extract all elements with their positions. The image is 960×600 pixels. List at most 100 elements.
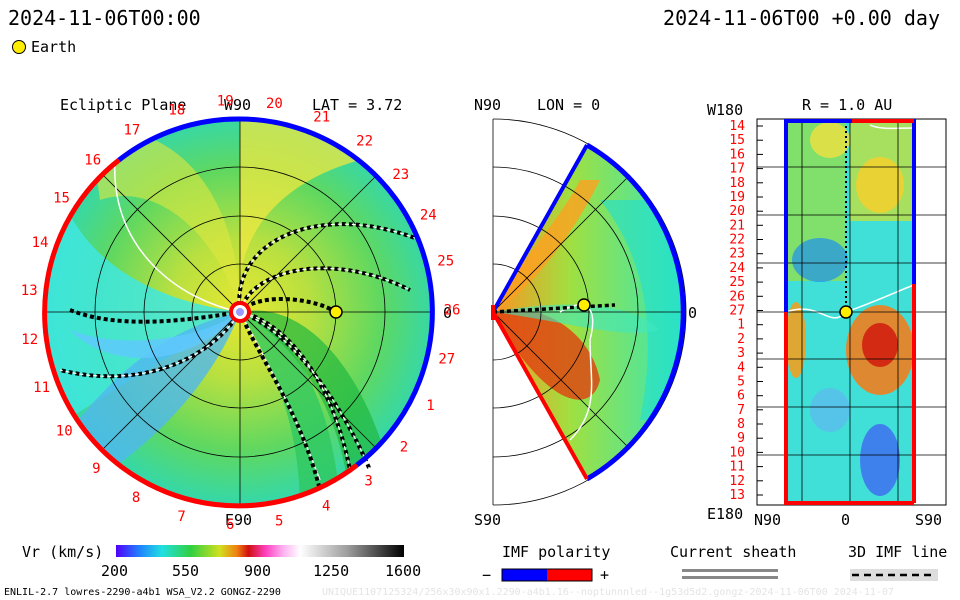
latlon-plot: 1415161718192021222324252627123456789101… (729, 118, 947, 506)
latlon-bottom-left-label: E180 (707, 505, 744, 523)
rotation-label: 15 (729, 133, 745, 148)
sector-label: 3 (364, 474, 372, 490)
sector-label: 21 (313, 109, 330, 125)
rotation-label: 4 (737, 360, 745, 375)
colorbar-tick-200: 200 (101, 562, 129, 580)
rotation-label: 6 (737, 389, 745, 404)
latlon-x-label-s90: S90 (915, 511, 943, 529)
footer-run-id: UNIQUE1107125324/256x30x90x1.2290-a4b1.1… (322, 587, 894, 598)
colorbar-tick-1600: 1600 (385, 562, 422, 580)
meridional-plot (491, 118, 687, 506)
rotation-label: 9 (737, 431, 745, 446)
rotation-label: 11 (729, 460, 745, 475)
latlon-x-label-n90: N90 (754, 511, 782, 529)
sector-label: 26 (444, 303, 461, 319)
ecliptic-sector-labels: 19 20212223242526271234567891011121314151… (21, 94, 461, 533)
rotation-label: 2 (737, 332, 745, 347)
rotation-label: 20 (729, 204, 745, 219)
sector-label: 22 (356, 134, 373, 150)
sector-label: 25 (437, 254, 454, 270)
ecliptic-bottom-label: E90 (225, 511, 253, 529)
ecliptic-imf-positive-arc (42, 158, 359, 509)
sector-label: 19 (217, 94, 234, 110)
rotation-label: 5 (737, 375, 745, 390)
meridional-lon-label: LON = 0 (537, 96, 601, 114)
rotation-label: 7 (737, 403, 745, 418)
earth-marker-meridional (577, 298, 591, 312)
earth-marker-ecliptic (329, 305, 343, 319)
imf-minus-label: − (482, 566, 492, 584)
sector-label: 16 (84, 153, 101, 169)
display-time: 2024-11-06T00 +0.00 day (663, 6, 940, 30)
sector-label: 20 (266, 96, 283, 112)
sector-label: 15 (53, 191, 70, 207)
latlon-rotation-labels: 1415161718192021222324252627123456789101… (729, 119, 763, 503)
sector-label: 13 (21, 283, 38, 299)
meridional-right-label: 0 (688, 304, 698, 322)
rotation-label: 19 (729, 190, 745, 205)
current-sheath-title: Current sheath (670, 543, 797, 561)
rotation-label: 12 (729, 474, 745, 489)
sector-label: 5 (275, 513, 283, 529)
rotation-label: 27 (729, 304, 745, 319)
sector-label: 8 (132, 490, 140, 506)
ecliptic-title: Ecliptic Plane (60, 96, 187, 114)
rotation-label: 3 (737, 346, 745, 361)
sector-label: 2 (400, 439, 408, 455)
latlon-x-label-0: 0 (841, 511, 851, 529)
ecliptic-top-label: W90 (224, 96, 252, 114)
sector-label: 23 (392, 167, 409, 183)
imf-positive-swatch (547, 569, 592, 581)
sector-label: 9 (92, 461, 100, 477)
rotation-label: 26 (729, 289, 745, 304)
imf-line-title: 3D IMF line (848, 543, 948, 561)
sector-label: 12 (21, 332, 38, 348)
velocity-colorbar (116, 545, 404, 557)
rotation-label: 16 (729, 147, 745, 162)
latlon-top-left-label: W180 (707, 101, 744, 119)
sector-label: 4 (322, 499, 330, 515)
rotation-label: 13 (729, 488, 745, 503)
rotation-label: 25 (729, 275, 745, 290)
colorbar-label: Vr (km/s) (22, 543, 104, 561)
rotation-label: 1 (737, 318, 745, 333)
meridional-top-label: N90 (474, 96, 502, 114)
sector-label: 14 (32, 235, 49, 251)
rotation-label: 21 (729, 218, 745, 233)
rotation-label: 22 (729, 233, 745, 248)
latlon-title: R = 1.0 AU (802, 96, 893, 114)
colorbar-tick-550: 550 (172, 562, 200, 580)
imf-negative-swatch (502, 569, 547, 581)
colorbar-tick-1250: 1250 (313, 562, 350, 580)
sector-label: 18 (168, 103, 185, 119)
imf-polarity-title: IMF polarity (502, 543, 611, 561)
meridional-bottom-label: S90 (474, 511, 502, 529)
sector-label: 10 (56, 424, 73, 440)
model-time: 2024-11-06T00:00 (8, 6, 201, 30)
sector-label: 11 (33, 380, 50, 396)
imf-plus-label: + (600, 566, 610, 584)
sector-label: 27 (438, 352, 455, 368)
earth-legend-icon (12, 40, 26, 54)
sector-label: 1 (426, 398, 434, 414)
current-sheath-swatch (682, 569, 778, 572)
footer-run-info: ENLIL-2.7 lowres-2290-a4b1 WSA_V2.2 GONG… (4, 587, 281, 598)
sector-label: 17 (123, 123, 140, 139)
ecliptic-imf-negative-arc (239, 116, 435, 467)
rotation-label: 10 (729, 445, 745, 460)
sector-label: 7 (177, 509, 185, 525)
ecliptic-lat-label: LAT = 3.72 (312, 96, 403, 114)
rotation-label: 18 (729, 176, 745, 191)
earth-marker-latlon (839, 305, 853, 319)
sector-label: 24 (420, 208, 437, 224)
ecliptic-right-label: 0 (443, 304, 453, 322)
rotation-label: 23 (729, 247, 745, 262)
rotation-label: 24 (729, 261, 745, 276)
sun-marker (229, 301, 251, 323)
rotation-label: 17 (729, 162, 745, 177)
earth-legend-label: Earth (31, 38, 77, 56)
colorbar-tick-900: 900 (244, 562, 272, 580)
sector-label: 6 (226, 517, 234, 533)
rotation-label: 8 (737, 417, 745, 432)
